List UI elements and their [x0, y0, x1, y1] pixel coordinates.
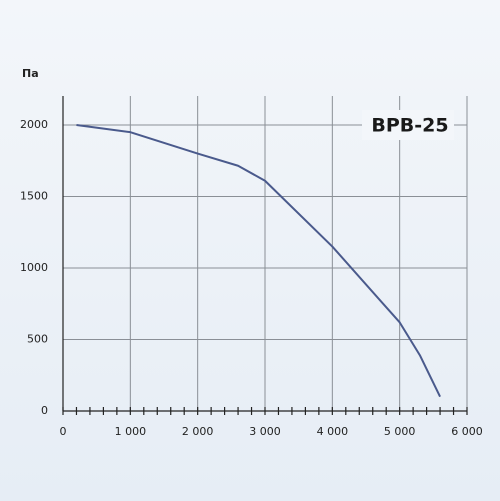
- annotation: BPB-25: [371, 115, 448, 137]
- y-tick-label: 1000: [20, 261, 48, 274]
- x-tick-label: 3 000: [249, 425, 281, 438]
- x-tick-label: 0: [60, 425, 67, 438]
- curve: [76, 124, 441, 398]
- annotation-box: [362, 110, 454, 140]
- y-axis-label: Па: [22, 67, 39, 80]
- x-tick-label: 4 000: [317, 425, 349, 438]
- x-tick-label: 1 000: [115, 425, 147, 438]
- x-tick-label: 6 000: [451, 425, 483, 438]
- x-tick-label: 5 000: [384, 425, 416, 438]
- y-tick-label: 0: [41, 404, 48, 417]
- y-tick-label: 1500: [20, 190, 48, 203]
- y-tick-label: 2000: [20, 118, 48, 131]
- y-tick-label: 500: [27, 333, 48, 346]
- x-tick-label: 2 000: [182, 425, 214, 438]
